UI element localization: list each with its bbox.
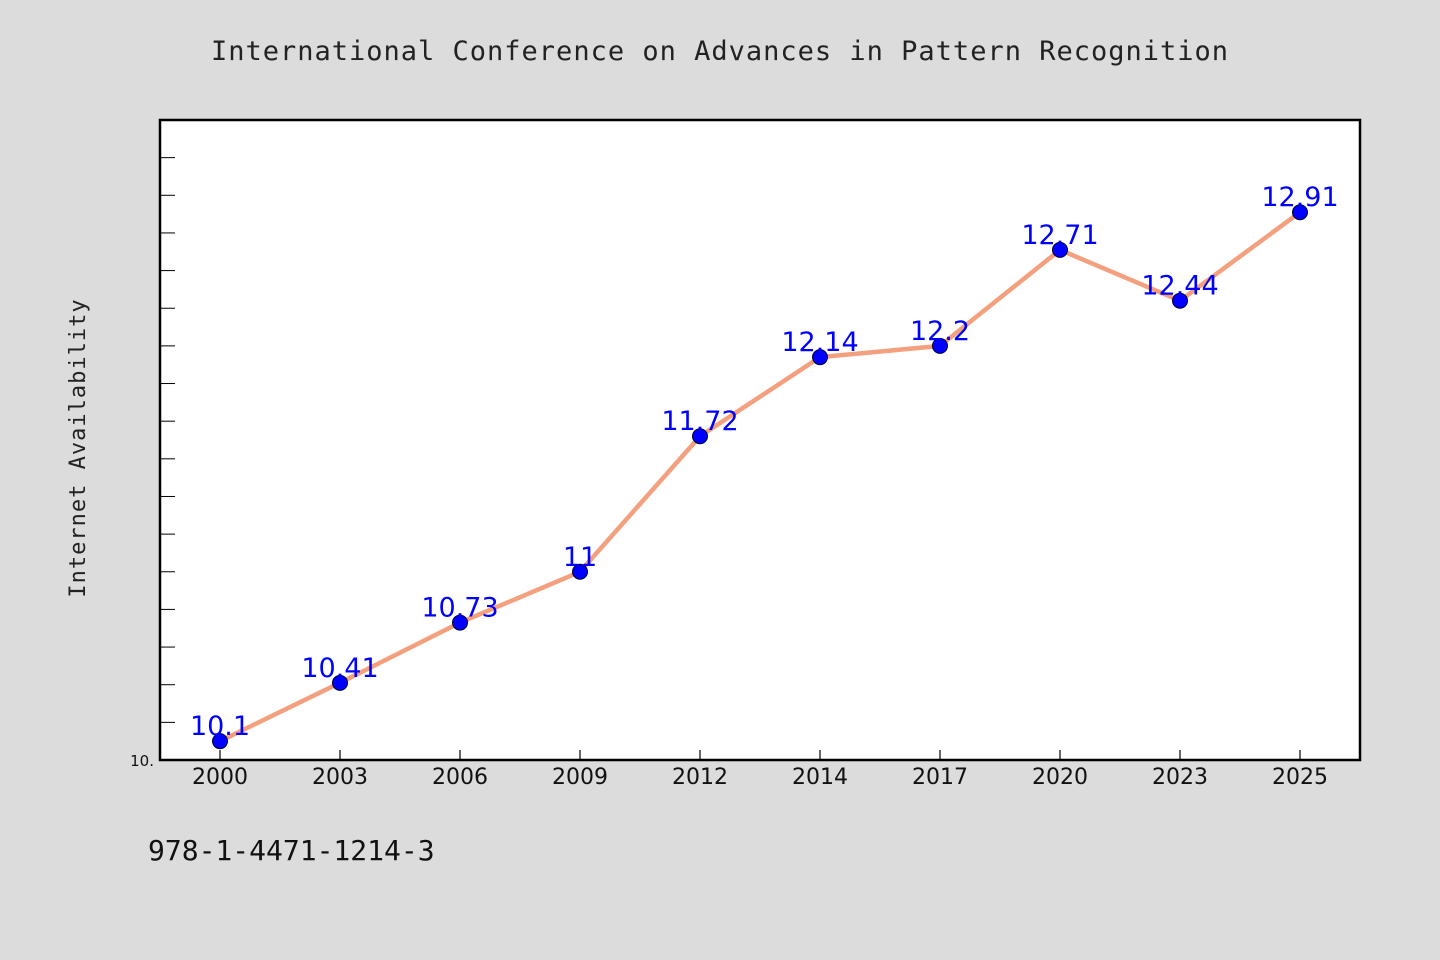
data-point (1292, 204, 1308, 221)
data-point (1172, 292, 1188, 309)
x-tick-label: 2023 (1152, 765, 1208, 790)
data-point (1052, 241, 1068, 258)
x-tick-label: 2020 (1032, 765, 1088, 790)
data-label: 12.91 (1261, 182, 1338, 213)
x-tick-label: 2014 (792, 765, 848, 790)
x-tick-label: 2025 (1272, 765, 1328, 790)
data-label: 10.1 (190, 711, 250, 742)
data-label: 10.73 (421, 593, 498, 624)
data-point (932, 337, 948, 354)
y-tick-label: 10. (130, 752, 154, 770)
isbn-text: 978-1-4471-1214-3 (148, 834, 435, 867)
x-axis-ticks: 2000 2003 2006 2009 2012 2014 2017 2020 2023 2025 (192, 750, 1328, 790)
data-label: 12.14 (781, 327, 858, 358)
data-label: 12.44 (1141, 271, 1218, 302)
chart-title: International Conference on Advances in … (210, 36, 1230, 67)
data-label: 11 (563, 542, 597, 573)
x-tick-label: 2006 (432, 765, 488, 790)
data-label: 11.72 (661, 406, 738, 437)
data-label: 10.41 (301, 653, 378, 684)
x-tick-label: 2009 (552, 765, 608, 790)
data-point (692, 428, 708, 445)
data-point (212, 733, 228, 750)
data-point (332, 674, 348, 691)
y-axis-label: Internet Availability (66, 298, 91, 597)
x-tick-label: 2003 (312, 765, 368, 790)
plot-frame (158, 118, 1362, 762)
x-tick-label: 2012 (672, 765, 728, 790)
x-tick-label: 2017 (912, 765, 968, 790)
data-label: 12.71 (1021, 220, 1098, 251)
y-axis-ticks: 10. (130, 157, 175, 770)
plot-area (160, 120, 1360, 760)
series-group (212, 204, 1308, 750)
data-labels: 10.1 10.41 10.73 11 11.72 12.14 12.2 12.71 12.44… (190, 182, 1339, 742)
x-tick-label: 2000 (192, 765, 248, 790)
data-point (452, 614, 468, 631)
data-label: 12.2 (910, 316, 970, 347)
data-point (572, 563, 588, 580)
data-point (812, 349, 828, 366)
series-line (217, 209, 1303, 744)
